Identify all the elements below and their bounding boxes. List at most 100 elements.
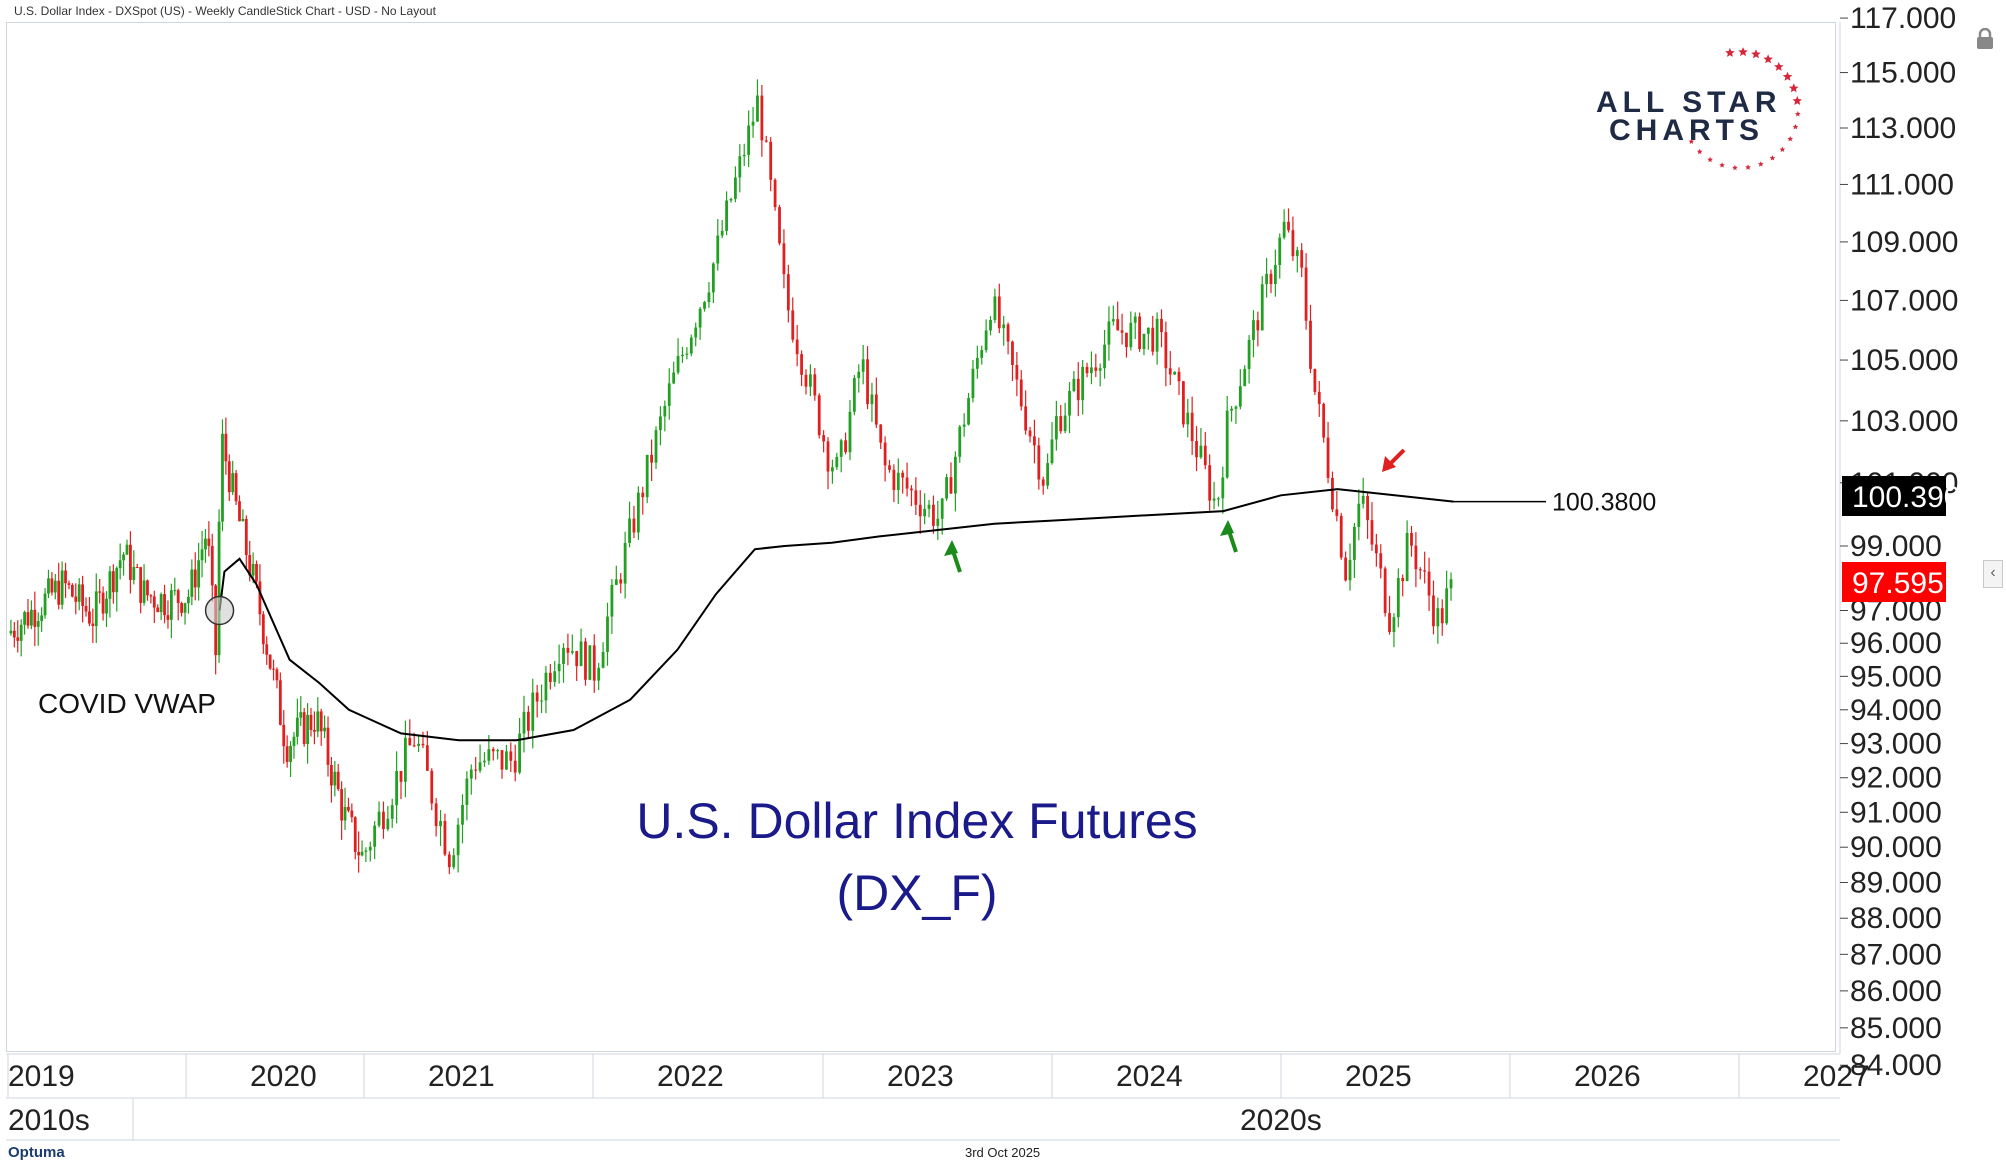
candle-body [200,549,204,561]
candle-body [813,374,817,396]
candle-body [1059,416,1063,432]
candle-body [883,442,887,466]
candle-body [434,803,438,827]
candle-body [636,492,640,533]
candle-body [760,95,764,141]
candle-body [302,712,306,744]
candle-body [1208,465,1212,501]
candle-body [248,555,252,576]
candle-body [1440,608,1444,624]
candle-body [292,736,296,746]
candle-body [734,177,737,199]
logo-star-icon [1732,164,1738,171]
candle-body [326,727,330,765]
candle-body [478,762,482,771]
candle-body [23,612,26,625]
candle-body [1348,559,1352,581]
candle-body [1295,250,1299,257]
y-tick-label: 93.000 [1850,728,1942,761]
chart-header: U.S. Dollar Index - DXSpot (US) - Weekly… [14,4,436,18]
candle-body [1432,595,1435,627]
logo-line1: ALL STAR [1596,86,1782,119]
candle-body [628,518,631,543]
candle-body [70,584,74,597]
logo-star-icon [1757,161,1764,167]
candle-body [1116,319,1120,331]
candle-body [949,477,953,494]
candle-body [1177,371,1181,382]
candle-body [1024,406,1028,431]
candle-body [408,737,412,746]
candle-body [962,424,966,427]
candle-body [1357,503,1361,527]
candle-body [940,498,944,519]
candle-body [663,405,667,417]
candle-body [156,607,160,613]
candle-body [135,567,139,569]
candle-body [417,743,420,746]
candle-body [1173,371,1177,375]
candle-body [443,820,447,855]
candle-body [1019,379,1023,407]
logo-star-icon [1707,156,1713,163]
candle-body [491,749,495,752]
y-tick-label: 92.000 [1850,762,1942,795]
footer-date: 3rd Oct 2025 [965,1145,1041,1160]
candle-body [1339,515,1343,558]
y-tick-label: 117.000 [1850,2,1956,35]
x-decade-label: 2020s [1240,1104,1322,1137]
candle-body [390,805,394,819]
candle-body [1006,324,1010,342]
logo-star-icon [1751,49,1761,59]
candle-body [1260,284,1264,331]
candle-body [1199,445,1203,458]
y-tick-label: 107.000 [1850,284,1958,317]
candle-body [399,771,403,782]
candle-body [725,200,728,231]
logo-star-icon [1696,148,1703,155]
candle-body [848,411,852,453]
lock-icon[interactable] [1975,27,1995,50]
candle-body [694,327,698,338]
candle-body [469,769,473,779]
candle-body [584,641,587,680]
candle-body [357,851,361,856]
candle-body [945,477,948,499]
candle-body [111,571,115,593]
candle-body [474,769,478,771]
candle-body [122,554,125,561]
candle-body [936,518,940,526]
candle-body [108,571,112,599]
candle-body [896,472,900,491]
y-tick-label: 99.000 [1850,530,1942,563]
candle-body [33,609,37,627]
x-year-label: 2019 [8,1060,75,1093]
candle-body [261,614,265,645]
candle-body [1396,578,1400,618]
logo-star-icon [1795,111,1801,117]
collapse-panel-chevron-icon[interactable]: ‹ [1983,560,2003,588]
candle-body [800,354,803,375]
candle-body [1015,364,1019,380]
candle-body [1090,367,1093,374]
candle-body [163,594,166,616]
candle-body [751,121,755,126]
candle-body [1252,320,1255,340]
candle-body [1326,437,1330,478]
candle-body [1120,330,1124,333]
y-tick-label: 85.000 [1850,1012,1942,1045]
candle-body [1054,416,1058,440]
candle-body [667,383,671,406]
candle-body [347,806,350,811]
candle-body [905,477,909,489]
y-tick-label: 84.000 [1850,1049,1942,1082]
candle-body [901,472,905,478]
candle-body [1011,341,1014,365]
candle-body [125,544,129,555]
vwap-name-label: COVID VWAP [38,688,216,719]
candle-body [1168,368,1172,375]
candle-body [204,538,207,550]
candle-body [1081,366,1085,401]
candle-body [295,717,299,737]
